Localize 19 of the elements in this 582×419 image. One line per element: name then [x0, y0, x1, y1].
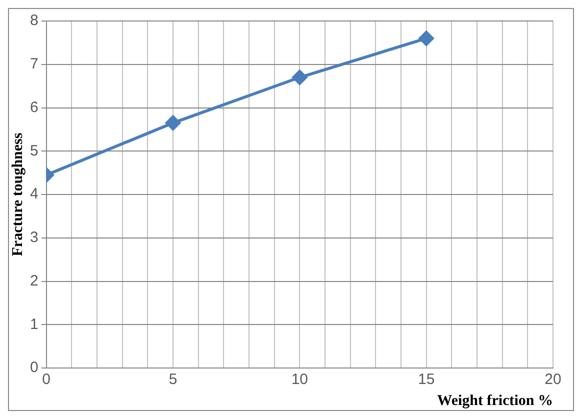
y-tick-label: 8	[30, 12, 38, 30]
y-tick-label: 5	[30, 142, 38, 160]
x-tick-label: 15	[418, 371, 435, 388]
point	[166, 115, 181, 130]
y-tick-label: 6	[30, 98, 38, 116]
y-tick-label: 7	[30, 56, 38, 73]
point	[292, 70, 308, 85]
point	[418, 30, 434, 46]
x-tick-label: 10	[291, 371, 308, 388]
y-axis-title: Fracture toughness	[10, 132, 26, 256]
y-tick-label: 3	[30, 229, 38, 246]
y-tick-label: 1	[30, 316, 38, 333]
x-tick-label: 0	[42, 371, 51, 388]
x-tick-label: 5	[168, 371, 178, 388]
x-axis-title: Weight friction %	[437, 392, 553, 409]
y-tick-label: 0	[30, 359, 38, 376]
y-tick-label: 2	[30, 272, 38, 290]
x-tick-label: 20	[544, 371, 562, 388]
y-tick-label: 4	[30, 186, 38, 203]
